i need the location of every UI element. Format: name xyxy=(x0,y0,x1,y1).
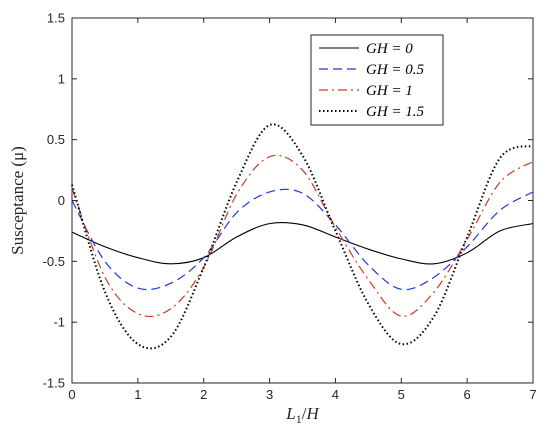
plot-area: 0 1 2 3 4 5 6 7 -1.5 -1 -0.5 0 0.5 1 1.5 xyxy=(43,11,537,403)
x-tick-label: 6 xyxy=(464,387,471,402)
x-tick-label: 1 xyxy=(134,387,141,402)
x-tick-label: 7 xyxy=(529,387,536,402)
y-tick-label: 0 xyxy=(58,193,65,208)
y-axis-ticks: -1.5 -1 -0.5 0 0.5 1 1.5 xyxy=(43,11,533,391)
x-tick-label: 5 xyxy=(398,387,405,402)
legend-label-0: GH = 0 xyxy=(366,41,413,57)
series-line-0 xyxy=(71,221,534,265)
x-label-sub: 1 xyxy=(296,412,302,426)
plot-frame xyxy=(71,17,534,384)
x-label-h: H xyxy=(305,404,320,423)
series-line-1 xyxy=(71,188,534,291)
y-tick-label: -1 xyxy=(53,315,65,330)
legend-label-1: GH = 0.5 xyxy=(366,62,425,78)
legend-label-3: GH = 1.5 xyxy=(366,104,425,120)
x-tick-label: 0 xyxy=(68,387,75,402)
legend-box xyxy=(310,34,444,126)
x-label-rest: / xyxy=(302,404,307,423)
x-tick-label: 4 xyxy=(332,387,339,402)
y-tick-label: 1.5 xyxy=(47,11,65,26)
x-tick-label: 3 xyxy=(266,387,273,402)
y-tick-label: -1.5 xyxy=(43,376,65,391)
series-line-2 xyxy=(71,154,534,318)
series-group xyxy=(71,123,534,350)
legend: GH = 0 GH = 0.5 GH = 1 GH = 1.5 xyxy=(310,34,444,126)
y-tick-label: 0.5 xyxy=(47,132,65,147)
x-axis-ticks: 0 1 2 3 4 5 6 7 xyxy=(68,18,537,402)
x-tick-label: 2 xyxy=(200,387,207,402)
y-tick-label: -0.5 xyxy=(43,254,65,269)
y-tick-label: 1 xyxy=(58,71,65,86)
y-axis-label: Susceptance (μ) xyxy=(8,146,27,255)
x-axis-label: L1/H xyxy=(285,404,320,426)
series-line-3 xyxy=(71,123,534,350)
legend-label-2: GH = 1 xyxy=(366,83,413,99)
x-label-var: L xyxy=(285,404,295,423)
